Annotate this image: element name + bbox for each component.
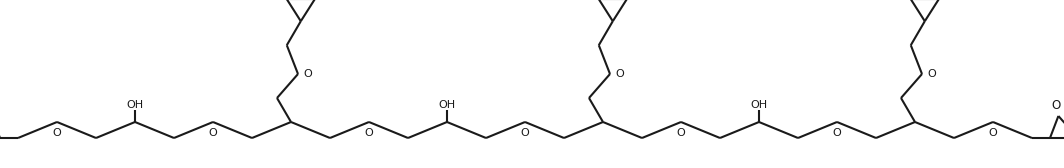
Text: O: O bbox=[677, 128, 685, 138]
Text: OH: OH bbox=[438, 100, 455, 110]
Text: OH: OH bbox=[750, 100, 767, 110]
Text: O: O bbox=[365, 128, 373, 138]
Text: O: O bbox=[303, 69, 312, 79]
Text: OH: OH bbox=[127, 100, 144, 110]
Text: O: O bbox=[52, 128, 62, 138]
Text: O: O bbox=[615, 69, 624, 79]
Text: O: O bbox=[833, 128, 842, 138]
Text: O: O bbox=[520, 128, 530, 138]
Text: O: O bbox=[927, 69, 935, 79]
Text: O: O bbox=[1052, 99, 1061, 112]
Text: O: O bbox=[209, 128, 217, 138]
Text: O: O bbox=[988, 128, 997, 138]
